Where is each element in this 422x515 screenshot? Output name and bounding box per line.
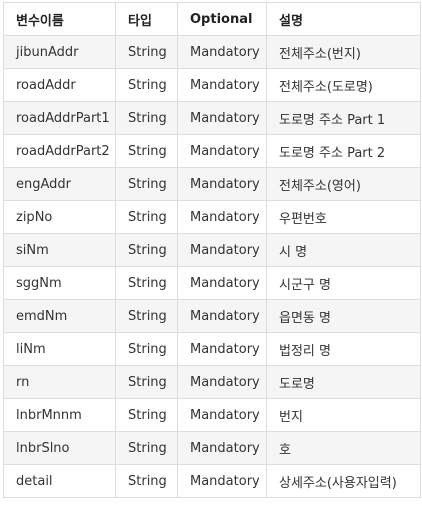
variable-name-cell: roadAddrPart1 [3,101,116,135]
optional-cell: Mandatory [177,332,267,366]
description-cell: 전체주소(도로명) [266,68,421,102]
variable-name-cell: zipNo [3,200,116,234]
table-row: jibunAddr String Mandatory 전체주소(번지) [3,35,421,69]
variable-name-cell: lnbrSlno [3,431,116,465]
type-cell: String [115,35,178,69]
variable-name-cell: detail [3,464,116,498]
type-cell: String [115,431,178,465]
optional-cell: Mandatory [177,200,267,234]
optional-cell: Mandatory [177,167,267,201]
optional-cell: Mandatory [177,365,267,399]
variable-name-cell: roadAddr [3,68,116,102]
type-cell: String [115,464,178,498]
type-cell: String [115,398,178,432]
description-cell: 전체주소(번지) [266,35,421,69]
type-cell: String [115,233,178,267]
optional-cell: Mandatory [177,398,267,432]
variable-name-cell: rn [3,365,116,399]
optional-cell: Mandatory [177,101,267,135]
type-cell: String [115,101,178,135]
description-cell: 도로명 [266,365,421,399]
table-row: lnbrMnnm String Mandatory 번지 [3,398,421,432]
type-cell: String [115,266,178,300]
variable-name-cell: emdNm [3,299,116,333]
type-cell: String [115,365,178,399]
type-cell: String [115,332,178,366]
optional-cell: Mandatory [177,464,267,498]
header-optional: Optional [177,2,267,36]
description-cell: 호 [266,431,421,465]
optional-cell: Mandatory [177,431,267,465]
table-row: sggNm String Mandatory 시군구 명 [3,266,421,300]
description-cell: 우편번호 [266,200,421,234]
description-cell: 상세주소(사용자입력) [266,464,421,498]
table-row: lnbrSlno String Mandatory 호 [3,431,421,465]
header-type: 타입 [115,2,178,36]
table-row: roadAddrPart2 String Mandatory 도로명 주소 Part … [3,134,421,168]
type-cell: String [115,68,178,102]
description-cell: 시 명 [266,233,421,267]
type-cell: String [115,134,178,168]
variable-name-cell: siNm [3,233,116,267]
table-row: roadAddrPart1 String Mandatory 도로명 주소 Part … [3,101,421,135]
table-row: emdNm String Mandatory 읍면동 명 [3,299,421,333]
table-row: detail String Mandatory 상세주소(사용자입력) [3,464,421,498]
table-row: zipNo String Mandatory 우편번호 [3,200,421,234]
description-cell: 시군구 명 [266,266,421,300]
table-body: jibunAddr String Mandatory 전체주소(번지) roadAddr… [3,35,421,498]
optional-cell: Mandatory [177,134,267,168]
description-cell: 법정리 명 [266,332,421,366]
description-cell: 도로명 주소 Part 1 [266,101,421,135]
description-cell: 번지 [266,398,421,432]
variable-name-cell: liNm [3,332,116,366]
table-row: siNm String Mandatory 시 명 [3,233,421,267]
variable-name-cell: jibunAddr [3,35,116,69]
table-row: rn String Mandatory 도로명 [3,365,421,399]
header-description: 설명 [266,2,421,36]
header-variable-name: 변수이름 [3,2,116,36]
optional-cell: Mandatory [177,68,267,102]
optional-cell: Mandatory [177,266,267,300]
variable-name-cell: roadAddrPart2 [3,134,116,168]
optional-cell: Mandatory [177,35,267,69]
table-row: roadAddr String Mandatory 전체주소(도로명) [3,68,421,102]
table-row: engAddr String Mandatory 전체주소(영어) [3,167,421,201]
table-header: 변수이름 타입 Optional 설명 [3,2,421,36]
description-cell: 도로명 주소 Part 2 [266,134,421,168]
table-row: liNm String Mandatory 법정리 명 [3,332,421,366]
variable-name-cell: sggNm [3,266,116,300]
variable-name-cell: engAddr [3,167,116,201]
optional-cell: Mandatory [177,299,267,333]
description-cell: 읍면동 명 [266,299,421,333]
type-cell: String [115,167,178,201]
header-row: 변수이름 타입 Optional 설명 [3,2,421,36]
variable-name-cell: lnbrMnnm [3,398,116,432]
variable-spec-table: 변수이름 타입 Optional 설명 jibunAddr String Manda… [3,2,421,498]
type-cell: String [115,299,178,333]
type-cell: String [115,200,178,234]
optional-cell: Mandatory [177,233,267,267]
description-cell: 전체주소(영어) [266,167,421,201]
